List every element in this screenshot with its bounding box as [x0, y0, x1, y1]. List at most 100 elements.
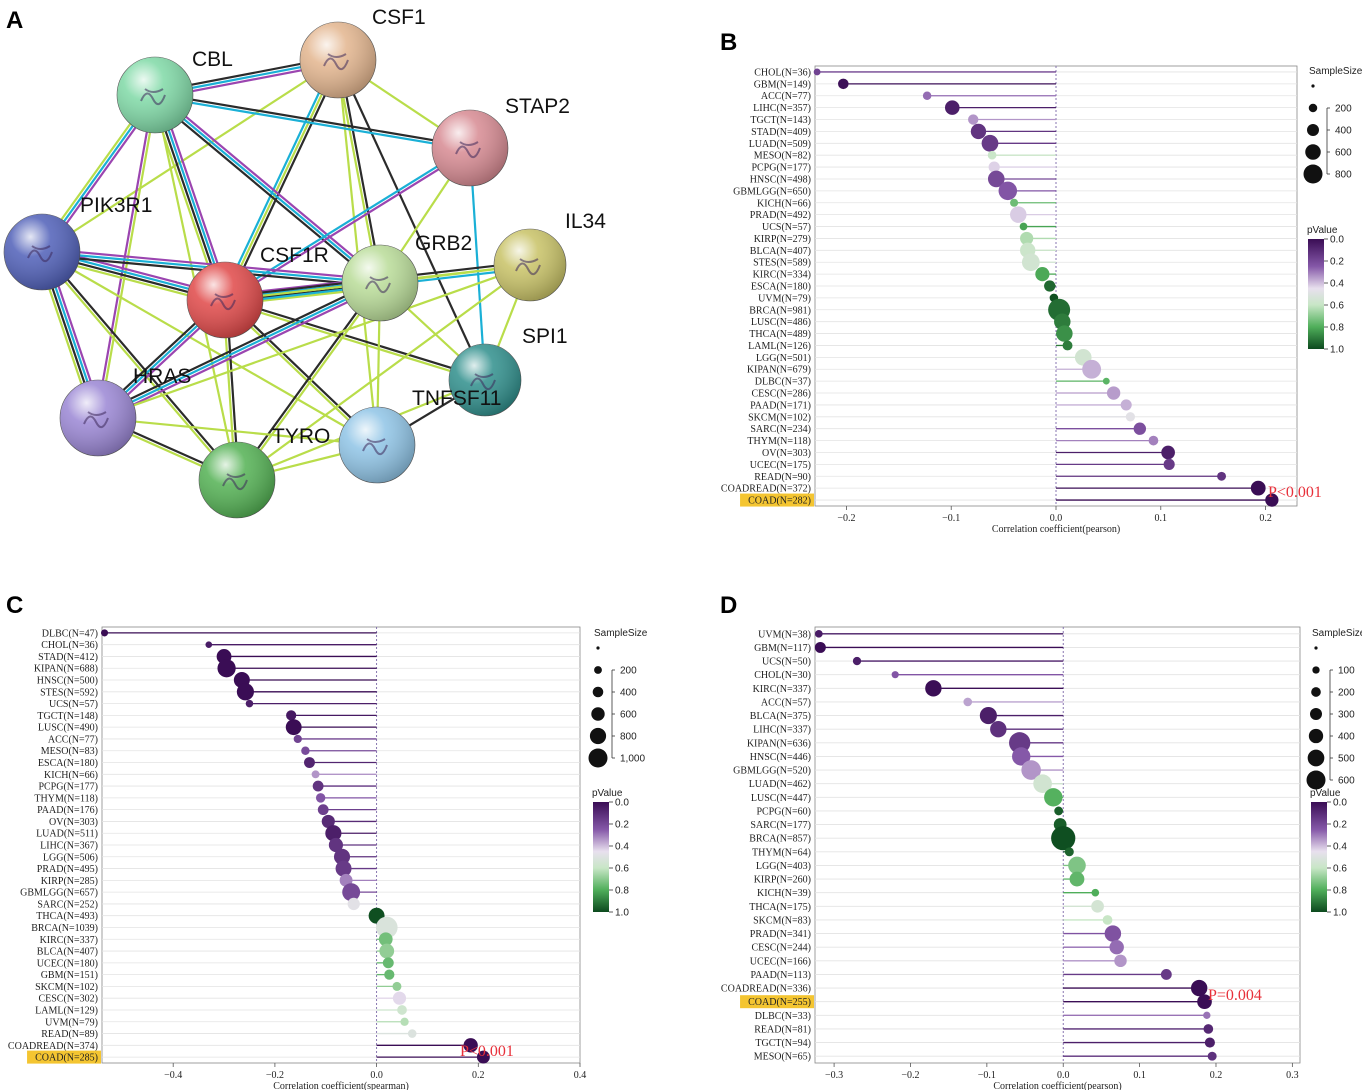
row-label: BRCA(N=857) [749, 834, 811, 845]
row-label: STES(N=592) [40, 687, 98, 698]
row-label: THCA(N=175) [749, 902, 811, 913]
x-tick-label: 0.0 [1050, 513, 1063, 524]
lollipop-point [1203, 1024, 1214, 1034]
row-label: KICH(N=39) [757, 888, 811, 899]
row-label: ESCA(N=180) [38, 758, 98, 769]
row-label: SKCM(N=102) [35, 982, 98, 993]
row-label: LAML(N=126) [748, 341, 811, 352]
network-label-grb2: GRB2 [415, 232, 472, 255]
network-edge-grb2-tyro [237, 283, 383, 482]
row-label: KIRP(N=279) [754, 234, 811, 245]
network-node-il34: IL34 [493, 210, 606, 302]
color-legend-label: 1.0 [1333, 908, 1347, 919]
panel-letter-c: C [6, 592, 23, 619]
network-edge-csf1r-spi1 [225, 297, 486, 380]
row-label: LUAD(N=511) [36, 829, 98, 840]
color-legend-bar [1308, 239, 1324, 349]
color-legend-label: 0.2 [1330, 257, 1344, 268]
row-label: KIPAN(N=636) [747, 738, 811, 749]
network-edge-il34-hras [97, 263, 531, 420]
lollipop-point [315, 793, 326, 803]
p-value-annotation: P=0.004 [1208, 987, 1262, 1004]
lollipop-point [1020, 231, 1034, 246]
network-edge-grb2-hras [98, 284, 382, 422]
row-label: STES(N=589) [753, 258, 811, 269]
row-label: HNSC(N=498) [750, 174, 811, 185]
size-legend-dot [1305, 144, 1321, 160]
plot-frame-d [814, 626, 1301, 1064]
lollipop-point [1021, 760, 1041, 780]
x-tick-label: 0.1 [1133, 1070, 1146, 1081]
network-label-csf1: CSF1 [372, 6, 426, 29]
row-label: CESC(N=302) [38, 994, 98, 1005]
color-legend-label: 0.6 [1333, 864, 1347, 875]
network-edge-hras-tnfsf11 [97, 416, 378, 447]
row-label: PAAD(N=176) [37, 805, 98, 816]
size-legend-dot [1303, 164, 1323, 184]
row-label: COAD(N=282) [748, 496, 811, 507]
network-edge-csf1-csf1r [226, 60, 342, 302]
lollipop-point [1044, 280, 1056, 292]
size-legend-label: 400 [1335, 126, 1352, 137]
row-label: CHOL(N=30) [754, 670, 811, 681]
lollipop-point [979, 707, 997, 725]
row-label: PAAD(N=171) [750, 400, 811, 411]
lollipop-point [1035, 267, 1050, 282]
lollipop-point [1068, 856, 1086, 875]
network-node-pik3r1: PIK3R1 [3, 194, 152, 291]
row-label: MESO(N=65) [754, 1052, 811, 1063]
lollipop-point [312, 780, 324, 792]
row-label: KIRC(N=337) [753, 684, 811, 695]
row-label: COADREAD(N=374) [8, 1041, 98, 1052]
lollipop-point [397, 1005, 407, 1015]
row-label: UCS(N=57) [49, 699, 98, 710]
network-label-stap2: STAP2 [505, 95, 570, 118]
network-node-tyro: TYRO [198, 425, 330, 519]
p-value-annotation: P<0.001 [1268, 484, 1322, 501]
row-label: DLBC(N=37) [755, 377, 811, 388]
row-label: UVM(N=79) [45, 1017, 98, 1028]
row-label: ESCA(N=180) [751, 282, 811, 293]
lollipop-point [814, 641, 826, 653]
row-label: BRCA(N=1039) [31, 923, 98, 934]
row-label: MESO(N=82) [754, 151, 811, 162]
color-legend-title: pValue [1307, 225, 1338, 236]
size-legend-dot [591, 707, 605, 721]
color-legend-label: 0.4 [1330, 279, 1344, 290]
row-label: THCA(N=489) [749, 329, 811, 340]
network-edge-csf1-spi1 [337, 59, 486, 381]
lollipop-point [286, 710, 297, 721]
panel-b-chart: CHOL(N=36)GBM(N=149)ACC(N=77)LIHC(N=357)… [721, 65, 1362, 535]
x-tick-label: −0.2 [901, 1070, 919, 1081]
size-legend-dot [1312, 666, 1320, 674]
lollipop-point [476, 1050, 490, 1064]
size-legend-label: 200 [1338, 688, 1355, 699]
network-edge-grb2-tyro [234, 281, 380, 480]
row-label: OV(N=303) [49, 817, 98, 828]
lollipop-point [407, 1029, 417, 1038]
size-legend-dot [1308, 728, 1324, 744]
row-label: UCS(N=57) [762, 222, 811, 233]
lollipop-point [968, 114, 979, 125]
network-node-grb2: GRB2 [341, 232, 472, 322]
network-edge-csf1-csf1r [224, 59, 339, 301]
network-edge-il34-tyro [236, 264, 531, 481]
lollipop-point [1217, 471, 1227, 481]
lollipop-point [944, 100, 960, 115]
lollipop-point [1106, 386, 1121, 400]
network-label-hras: HRAS [133, 365, 191, 388]
color-legend-title: pValue [592, 788, 623, 799]
network-label-tnfsf11: TNFSF11 [412, 387, 501, 410]
row-label: COAD(N=255) [748, 997, 811, 1008]
lollipop-point [335, 860, 352, 877]
panel-letter-b: B [720, 29, 737, 56]
lollipop-point [838, 78, 849, 90]
size-legend-dot [1307, 749, 1325, 767]
network-edge-csf1-pik3r1 [41, 59, 339, 253]
lollipop-point [922, 91, 932, 100]
lollipop-point [1104, 925, 1122, 942]
row-label: BLCA(N=407) [37, 947, 98, 958]
lollipop-point [375, 916, 398, 939]
x-tick-label: −0.2 [266, 1070, 284, 1081]
size-legend-title: SampleSize [1309, 66, 1362, 77]
